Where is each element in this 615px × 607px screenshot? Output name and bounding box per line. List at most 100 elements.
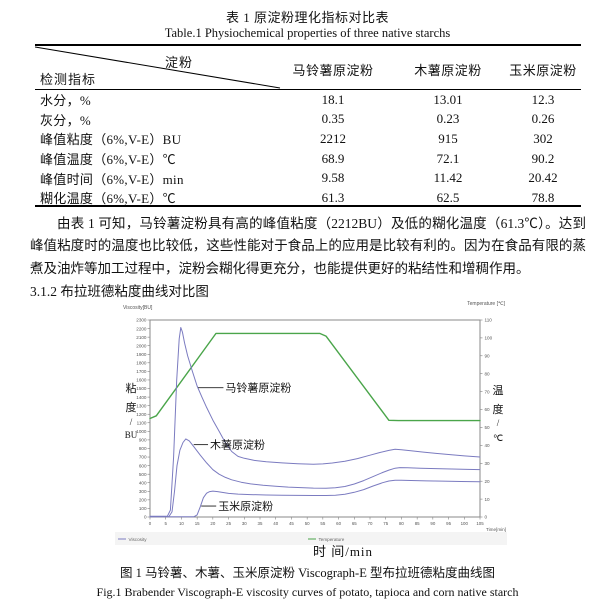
y-right-tick-label: 0 (485, 515, 488, 520)
y-left-tick-label: 1200 (136, 412, 147, 417)
table-row: 峰值时间（6%,V-E）min 9.58 11.42 20.42 (35, 168, 581, 188)
y-left-tick-label: 2300 (136, 318, 147, 323)
cell-value: 12.3 (531, 91, 555, 107)
y-left-tick-label: 2100 (136, 335, 147, 340)
y-left-axis-label: BU (125, 430, 138, 440)
curve-corn (149, 479, 481, 518)
curve-potato (149, 327, 481, 517)
callout-label: 马铃薯原淀粉 (225, 380, 291, 394)
column-header-potato: 马铃薯原淀粉 (292, 63, 374, 78)
y-right-tick-label: 100 (485, 336, 493, 341)
y-left-tick-label: 1100 (137, 420, 147, 425)
row-indicator: 灰分，% (40, 112, 92, 128)
y-right-axis-label: ℃ (493, 433, 503, 443)
starch-properties-table: 淀粉 检测指标 马铃薯原淀粉 木薯原淀粉 玉米原淀粉 水分，% 18.1 13.… (35, 44, 581, 207)
y-right-axis-label: 温 (493, 384, 504, 397)
y-right-tick-label: 60 (485, 407, 491, 412)
figure-caption-en: Fig.1 Brabender Viscograph-E viscosity c… (96, 585, 519, 599)
callout-label: 玉米原淀粉 (218, 499, 273, 513)
y-left-tick-label: 1600 (136, 378, 147, 383)
y-left-tick-label: 1400 (136, 395, 147, 400)
legend-label: Viscosity (129, 537, 148, 542)
corner-label-indicator: 检测指标 (40, 72, 97, 87)
table-row: 灰分，% 0.35 0.23 0.26 (35, 110, 581, 130)
plot-frame (149, 319, 481, 518)
x-tick-label: 20 (210, 521, 215, 526)
y-left-tick-label: 300 (139, 489, 147, 494)
x-tick-label: 75 (383, 521, 388, 526)
y-left-tick-label: 2200 (136, 326, 147, 331)
curve-tapioca (149, 438, 481, 518)
y-left-tick-label: 600 (139, 463, 147, 468)
corner-label-starch: 淀粉 (165, 55, 194, 70)
y-left-tick-label: 1500 (136, 386, 147, 391)
x-tick-label: 85 (415, 521, 420, 526)
table-row: 峰值粘度（6%,V-E）BU 2212 915 302 (35, 129, 581, 149)
y-left-tick-label: 200 (139, 498, 147, 503)
column-header-corn: 玉米原淀粉 (509, 63, 577, 78)
figure-caption-cn: 图 1 马铃薯、木薯、玉米原淀粉 Viscograph-E 型布拉班德粘度曲线图 (120, 566, 495, 580)
cell-value: 0.23 (436, 111, 460, 127)
cell-value: 302 (533, 130, 553, 146)
cell-value: 13.01 (433, 91, 463, 107)
curve-temperature (149, 332, 481, 422)
y-left-tick-label: 900 (139, 438, 147, 443)
y-left-tick-label: 1300 (136, 403, 147, 408)
x-tick-label: 25 (226, 521, 231, 526)
temperature-axis-title: Temperature [℃] (467, 301, 505, 307)
x-tick-label: 80 (399, 521, 404, 526)
y-right-axis-label: 度 (493, 402, 504, 416)
x-tick-label: 30 (242, 521, 247, 526)
viscosity-figure: 0 100 200 300 400 500 600 700 800 900 1000 1100 1200… (115, 298, 507, 560)
y-left-axis-label: / (130, 417, 133, 427)
cell-value: 18.1 (321, 91, 345, 107)
cell-value: 0.35 (321, 111, 345, 127)
section-heading: 3.1.2 布拉班德粘度曲线对比图 (30, 284, 209, 299)
body-paragraph: 由表 1 可知，马铃薯淀粉具有高的峰值粘度（2212BU）及低的糊化温度（61.… (30, 216, 586, 276)
cell-value: 61.3 (321, 189, 345, 205)
y-right-tick-label: 70 (485, 389, 491, 394)
x-tick-label: 50 (305, 521, 310, 526)
cell-value: 9.58 (321, 170, 345, 186)
y-left-tick-label: 800 (139, 446, 147, 451)
table-title-en: Table.1 Physiochemical properties of thr… (164, 26, 451, 40)
y-left-tick-label: 1700 (136, 369, 147, 374)
cell-value: 78.8 (531, 189, 555, 205)
table-row: 峰值温度（6%,V-E）℃ 68.9 72.1 90.2 (35, 149, 581, 169)
row-indicator: 峰值温度（6%,V-E）℃ (40, 152, 176, 168)
cell-value: 90.2 (531, 150, 555, 166)
x-tick-label: 45 (289, 521, 294, 526)
cell-value: 915 (438, 130, 458, 146)
y-right-tick-label: 80 (485, 371, 491, 376)
y-left-tick-label: 1000 (136, 429, 147, 434)
row-indicator: 糊化温度（6%,V-E）℃ (40, 191, 176, 207)
x-axis-label: 时 间/min (313, 544, 373, 559)
y-left-tick-label: 1900 (136, 352, 147, 357)
y-left-tick-label: 500 (139, 472, 147, 477)
x-axis-label-right: Time[min] (486, 527, 506, 532)
cell-value: 2212 (320, 130, 346, 146)
legend-label: Temperature (319, 537, 345, 542)
table-row: 水分，% 18.1 13.01 12.3 (35, 90, 581, 110)
table-header: 淀粉 检测指标 马铃薯原淀粉 木薯原淀粉 玉米原淀粉 (35, 46, 581, 90)
y-left-axis-label: 粘 (126, 381, 137, 395)
row-indicator: 峰值时间（6%,V-E）min (40, 171, 184, 187)
cell-value: 20.42 (528, 170, 558, 186)
y-left-tick-label: 0 (144, 515, 147, 520)
x-tick-label: 95 (446, 521, 451, 526)
y-right-tick-label: 10 (485, 497, 491, 502)
column-header-tapioca: 木薯原淀粉 (414, 63, 482, 78)
y-right-tick-label: 20 (485, 479, 491, 484)
y-right-axis-label: / (497, 418, 500, 428)
x-tick-label: 35 (258, 521, 263, 526)
x-tick-label: 70 (368, 521, 373, 526)
x-tick-label: 5 (164, 521, 167, 526)
y-right-tick-label: 30 (485, 461, 491, 466)
x-tick-label: 10 (179, 521, 184, 526)
table-row: 糊化温度（6%,V-E）℃ 61.3 62.5 78.8 (35, 188, 581, 208)
y-left-tick-label: 100 (139, 506, 147, 511)
y-right-tick-label: 110 (485, 318, 493, 323)
x-tick-label: 105 (476, 521, 484, 526)
y-left-tick-label: 2000 (136, 343, 147, 348)
